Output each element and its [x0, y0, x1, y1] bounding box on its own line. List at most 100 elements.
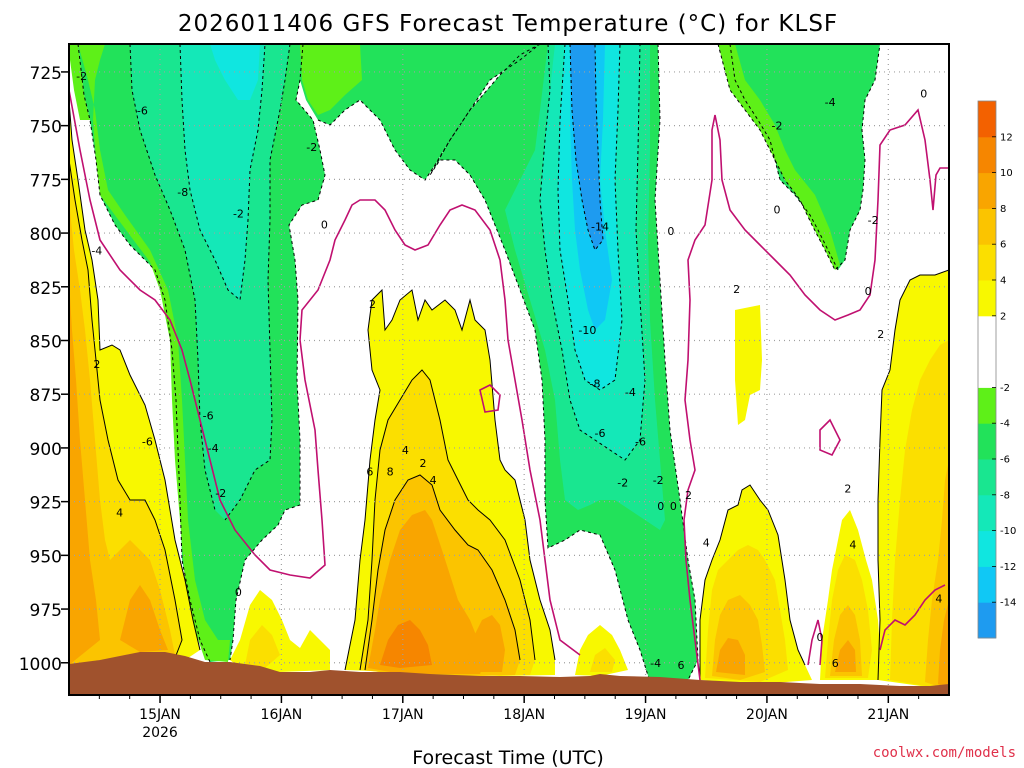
- contour-label: 6: [677, 659, 684, 672]
- contour-label: -2: [306, 141, 317, 154]
- contour-label: -2: [233, 208, 244, 221]
- cold-region-upper-light: [300, 44, 362, 115]
- contour-label: 0: [667, 225, 674, 238]
- colorbar-label: 2: [1000, 311, 1006, 322]
- y-axis: 725 750 775 800 825 850 875 900 925 950 975 1000: [19, 64, 69, 675]
- warm-region-left-deep2: [120, 585, 168, 652]
- colorbar-label: 12: [1000, 132, 1013, 143]
- y-tick-label: 850: [30, 332, 62, 352]
- cold-region-trough-max: [570, 44, 603, 250]
- contour-label: -4: [625, 386, 636, 399]
- y-tick-label: 725: [30, 64, 62, 84]
- contour-label: 2: [844, 483, 851, 496]
- colorbar-frame: [977, 100, 997, 639]
- y-tick-label: 750: [30, 118, 62, 138]
- cold-region-left-edge: [69, 44, 90, 120]
- contour-label: 4: [402, 444, 409, 457]
- y-tick-label: 925: [30, 494, 62, 514]
- freezing-line: [807, 619, 823, 666]
- colorbar: -14 -12 -10 -8 -6 -4 -2 2 4 6 8 10 12: [977, 100, 1016, 639]
- x-tick-label: 17JAN: [382, 707, 424, 723]
- colorbar-swatch: [978, 244, 996, 281]
- colorbar-swatch: [978, 208, 996, 245]
- x-axis: 15JAN 2026 16JAN 17JAN 18JAN 19JAN 20JAN 21JAN: [98, 695, 920, 741]
- contour-line: [69, 159, 183, 659]
- colorbar-swatch: [978, 494, 996, 532]
- colorbar-label: -10: [1000, 526, 1016, 537]
- colorbar-swatch: [978, 315, 996, 388]
- contour-label: -2: [617, 476, 628, 489]
- contour-label: -8: [589, 377, 600, 390]
- y-tick-label: 825: [30, 279, 62, 299]
- colorbar-swatch: [978, 566, 996, 603]
- contour-label: 4: [116, 506, 123, 519]
- temperature-fill-regions: [69, 44, 949, 690]
- colorbar-swatch: [978, 459, 996, 496]
- warm-region-trough-bottom-inner: [590, 648, 615, 672]
- contour-label: 4: [849, 539, 856, 552]
- contour-label: 0: [321, 218, 328, 231]
- colorbar-label: 6: [1000, 240, 1006, 251]
- colorbar-label: -14: [1000, 598, 1016, 609]
- x-tick-label: 16JAN: [261, 707, 303, 723]
- y-tick-label: 875: [30, 386, 62, 406]
- contour-label: -6: [137, 105, 148, 118]
- contour-label: -4: [208, 442, 219, 455]
- contour-label: 0: [670, 500, 677, 513]
- warm-region-mid-left-inner: [245, 625, 280, 668]
- contour-label: -6: [142, 435, 153, 448]
- contour-label: 4: [430, 474, 437, 487]
- cold-region-right-light: [718, 44, 840, 270]
- contour-label: 0: [920, 87, 927, 100]
- colorbar-swatch: [978, 387, 996, 424]
- x-tick-label: 19JAN: [625, 707, 667, 723]
- contour-label: 2: [685, 489, 692, 502]
- y-tick-label: 900: [30, 440, 62, 460]
- cold-region-core: [210, 44, 260, 100]
- warm-region-center-deep: [380, 620, 432, 668]
- gridlines: [69, 44, 949, 695]
- warm-region-far-right-core: [835, 640, 856, 672]
- contour-label: -6: [595, 427, 606, 440]
- contour-label: 8: [387, 466, 394, 479]
- colorbar-label: 4: [1000, 276, 1006, 287]
- contour-label: 2: [877, 328, 884, 341]
- plot-frame: [68, 43, 950, 696]
- colorbar-label: -12: [1000, 562, 1016, 573]
- contour-label: 0: [865, 285, 872, 298]
- cold-region-right: [730, 44, 880, 270]
- chart-title: 2026011406 GFS Forecast Temperature (°C)…: [178, 11, 838, 37]
- contour-label: -4: [825, 96, 836, 109]
- colorbar-swatch: [978, 423, 996, 460]
- y-tick-label: 800: [30, 225, 62, 245]
- contour-label: 4: [703, 536, 710, 549]
- contour-line: [729, 44, 839, 271]
- ground-terrain: [69, 652, 949, 695]
- colorbar-swatch: [978, 280, 996, 317]
- contour-label: -10: [578, 324, 596, 337]
- contour-label: 2: [420, 457, 427, 470]
- warm-region-east-core: [938, 600, 949, 690]
- contour-line: [179, 44, 266, 301]
- contour-label: -4: [650, 657, 661, 670]
- x-tick-label: 21JAN: [867, 707, 909, 723]
- colorbar-label: -2: [1000, 383, 1010, 394]
- contour-line: [557, 44, 623, 391]
- contour-line: [317, 44, 541, 181]
- contour-label: -6: [203, 410, 214, 423]
- credit-text: coolwx.com/models: [873, 745, 1016, 761]
- colorbar-swatch: [978, 602, 996, 639]
- contour-label: 4: [935, 592, 942, 605]
- contour-label: -4: [91, 244, 102, 257]
- x-tick-sublabel: 2026: [142, 725, 178, 741]
- contour-line: [77, 44, 211, 663]
- contour-label: -2: [772, 120, 783, 133]
- contour-label: -2: [215, 487, 226, 500]
- contour-line: [69, 99, 201, 651]
- contour-label: 2: [93, 358, 100, 371]
- contour-label: -6: [635, 435, 646, 448]
- colorbar-label: 10: [1000, 168, 1013, 179]
- contour-line: [364, 474, 521, 671]
- colorbar-swatch: [978, 136, 996, 174]
- warm-region-center-right: [465, 615, 505, 672]
